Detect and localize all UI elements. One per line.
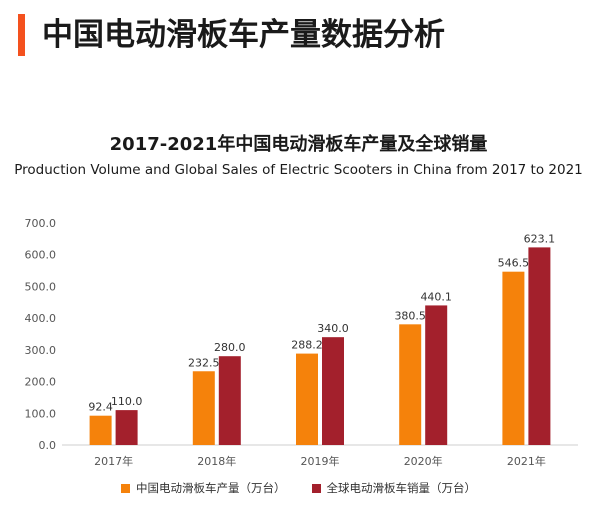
data-label: 92.4 <box>88 401 113 414</box>
legend-label-sales: 全球电动滑板车销量（万台） <box>326 481 477 495</box>
legend-item-sales: 全球电动滑板车销量（万台） <box>311 480 477 496</box>
data-label: 380.5 <box>394 309 426 322</box>
bar-sales <box>528 247 551 445</box>
data-label: 340.0 <box>317 322 349 335</box>
data-label: 288.2 <box>291 339 323 352</box>
bar-production <box>502 271 525 445</box>
data-label: 280.0 <box>214 341 246 354</box>
page-title: 中国电动滑板车产量数据分析 <box>42 17 445 53</box>
y-tick-label: 600.0 <box>25 249 57 262</box>
y-tick-label: 700.0 <box>25 217 57 230</box>
y-tick-label: 100.0 <box>25 407 57 420</box>
data-label: 232.5 <box>188 356 220 369</box>
bar-production <box>192 371 215 445</box>
y-tick-label: 300.0 <box>25 344 57 357</box>
x-tick-label: 2021年 <box>507 454 546 468</box>
header-accent-bar <box>18 14 25 56</box>
chart-title: 2017-2021年中国电动滑板车产量及全球销量 <box>109 134 488 155</box>
chart-legend: 中国电动滑板车产量（万台） 全球电动滑板车销量（万台） <box>0 480 597 496</box>
x-tick-label: 2017年 <box>94 454 133 468</box>
y-tick-label: 0.0 <box>39 439 57 452</box>
data-label: 546.5 <box>498 257 530 270</box>
legend-swatch-sales <box>311 483 321 493</box>
y-tick-label: 200.0 <box>25 376 57 389</box>
data-label: 623.1 <box>524 232 556 245</box>
x-tick-label: 2019年 <box>301 454 340 468</box>
bar-sales <box>218 356 241 445</box>
legend-label-production: 中国电动滑板车产量（万台） <box>136 481 286 495</box>
bar-sales <box>425 305 448 445</box>
data-label: 440.1 <box>420 290 452 303</box>
x-tick-label: 2020年 <box>404 454 443 468</box>
bar-production <box>89 415 112 445</box>
data-label: 110.0 <box>111 395 143 408</box>
y-tick-label: 500.0 <box>25 280 57 293</box>
x-tick-label: 2018年 <box>197 454 236 468</box>
bar-sales <box>115 410 138 445</box>
bar-production <box>296 353 318 445</box>
y-tick-label: 400.0 <box>25 312 57 325</box>
bar-sales <box>322 337 344 445</box>
legend-swatch-production <box>121 483 130 493</box>
bar-production <box>399 324 422 445</box>
chart-subtitle: Production Volume and Global Sales of El… <box>14 162 583 178</box>
legend-item-production: 中国电动滑板车产量（万台） <box>121 480 286 496</box>
